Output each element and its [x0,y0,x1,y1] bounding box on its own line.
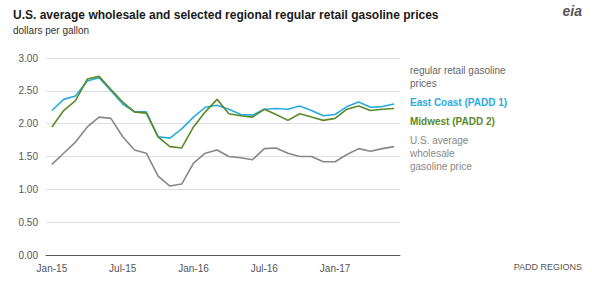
svg-text:1.50: 1.50 [19,151,39,162]
svg-text:eia: eia [563,3,583,19]
svg-text:regular retail gasoline: regular retail gasoline [410,65,506,76]
svg-text:Jul-15: Jul-15 [109,263,137,274]
svg-text:U.S. average wholesale and sel: U.S. average wholesale and selected regi… [13,8,439,22]
svg-text:gasoline price: gasoline price [410,161,472,172]
svg-text:1.00: 1.00 [19,184,39,195]
svg-text:U.S. average: U.S. average [410,135,469,146]
svg-text:Jan-16: Jan-16 [178,263,209,274]
svg-text:2.50: 2.50 [19,85,39,96]
svg-text:wholesale: wholesale [409,148,455,159]
svg-text:2.00: 2.00 [19,118,39,129]
svg-text:Jul-16: Jul-16 [251,263,279,274]
svg-text:dollars per gallon: dollars per gallon [13,25,89,36]
svg-text:Jan-17: Jan-17 [320,263,351,274]
svg-text:PADD REGIONS: PADD REGIONS [514,262,582,272]
svg-text:3.00: 3.00 [19,53,39,64]
svg-text:East Coast (PADD 1): East Coast (PADD 1) [410,97,507,108]
svg-text:0.50: 0.50 [19,217,39,228]
svg-text:prices: prices [410,78,437,89]
svg-text:0.00: 0.00 [19,250,39,261]
svg-text:Midwest (PADD 2): Midwest (PADD 2) [410,116,495,127]
svg-text:Jan-15: Jan-15 [37,263,68,274]
